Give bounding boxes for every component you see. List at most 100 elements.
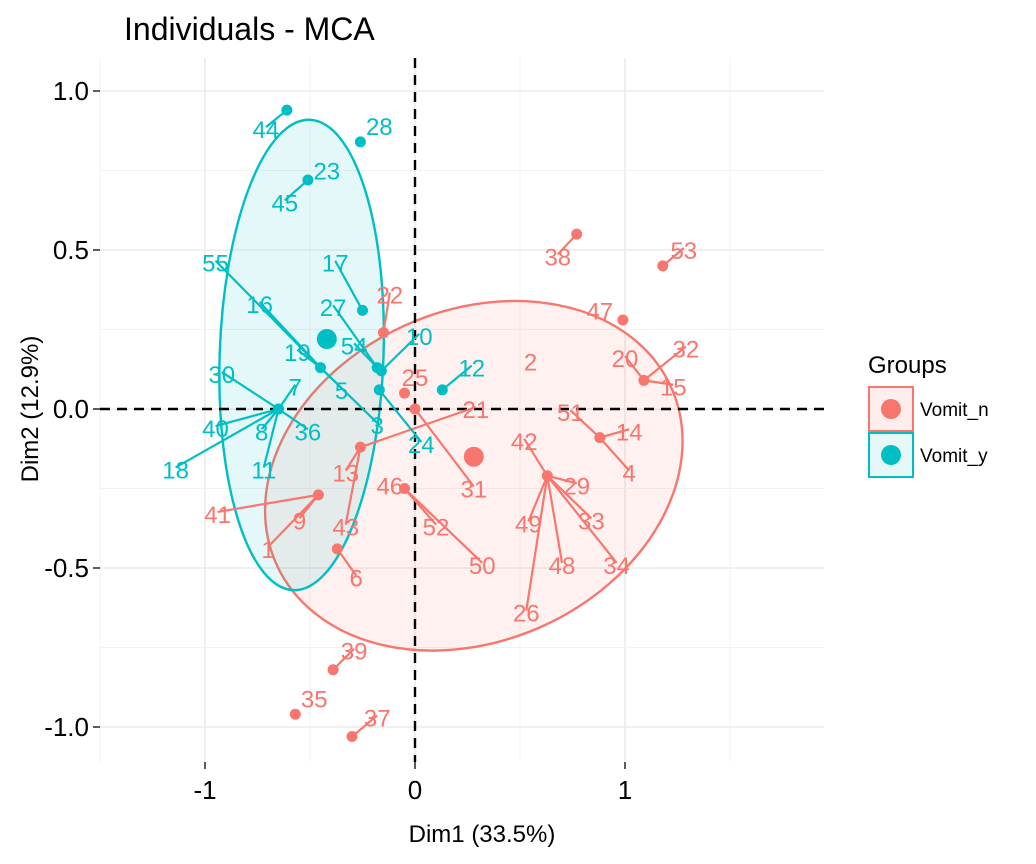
- point-label: 51: [557, 400, 584, 427]
- group-centroid: [316, 329, 337, 350]
- data-point: [354, 441, 366, 453]
- chart-title: Individuals - MCA: [124, 11, 375, 47]
- point-label: 50: [469, 553, 496, 580]
- data-point: [281, 104, 293, 116]
- x-axis-title: Dim1 (33.5%): [409, 821, 556, 848]
- point-label: 22: [376, 283, 403, 310]
- legend-marker-vomit-n: [881, 399, 901, 419]
- y-axis-title: Dim2 (12.9%): [17, 336, 44, 483]
- label-connector: [569, 409, 601, 439]
- point-label: 10: [406, 324, 433, 351]
- point-label: 2: [524, 349, 537, 376]
- data-point: [594, 432, 606, 444]
- confidence-ellipses: [218, 118, 684, 652]
- point-label: 34: [603, 553, 630, 580]
- point-label: 52: [423, 515, 450, 542]
- point-label: 47: [586, 298, 613, 325]
- group-centroid: [463, 446, 484, 467]
- point-label: 42: [511, 429, 538, 456]
- label-connector: [525, 475, 549, 611]
- data-point: [541, 470, 553, 482]
- point-label: 30: [208, 362, 235, 389]
- data-point: [638, 374, 650, 386]
- data-point: [312, 489, 324, 501]
- point-label: 7: [289, 375, 302, 402]
- point-label: 21: [463, 397, 490, 424]
- point-label: 25: [402, 365, 429, 392]
- point-label: 11: [251, 457, 276, 484]
- point-label: 15: [660, 375, 687, 402]
- point-label: 1: [261, 537, 274, 564]
- y-tick-label: 1.0: [53, 76, 89, 106]
- point-label: 46: [376, 473, 403, 500]
- label-connector: [523, 438, 549, 477]
- point-label: 39: [341, 639, 368, 666]
- data-point: [571, 228, 583, 240]
- label-connector: [277, 408, 309, 431]
- point-label: 26: [513, 601, 540, 628]
- data-point: [409, 403, 421, 415]
- point-label: 28: [366, 114, 393, 141]
- data-point: [354, 136, 366, 148]
- point-label: 48: [549, 553, 576, 580]
- label-connector: [217, 493, 319, 514]
- point-label: 24: [408, 432, 435, 459]
- legend-marker-vomit-y: [881, 445, 901, 465]
- label-connector: [380, 333, 420, 372]
- label-connector: [546, 475, 618, 564]
- point-label: 31: [460, 477, 487, 504]
- axes: -1 0 1 -1.0 -0.5 0.0 0.5 1.0: [44, 76, 632, 805]
- y-tick-label: 0.0: [53, 394, 89, 424]
- point-label: 9: [293, 508, 306, 535]
- point-label: 13: [332, 461, 359, 488]
- label-connector: [221, 371, 280, 410]
- x-tick-label: -1: [193, 775, 216, 805]
- ellipse-vomit-n: [263, 299, 684, 652]
- label-connector: [441, 364, 473, 391]
- legend-title: Groups: [868, 352, 947, 379]
- point-label: 41: [204, 502, 231, 529]
- point-label: 36: [295, 419, 322, 446]
- point-label: 40: [202, 416, 229, 443]
- point-label: 27: [320, 295, 347, 322]
- point-label: 4: [623, 461, 636, 488]
- legend: Groups Vomit_n Vomit_y: [868, 352, 989, 478]
- label-connector: [214, 259, 322, 369]
- point-label: 23: [313, 159, 340, 186]
- y-tick-label: -1.0: [44, 712, 89, 742]
- point-label: 43: [332, 515, 359, 542]
- label-connector: [344, 446, 362, 525]
- point-label: 53: [670, 238, 697, 265]
- label-connector: [378, 389, 423, 443]
- x-tick-label: 0: [408, 775, 422, 805]
- data-point: [357, 304, 368, 316]
- label-connector: [262, 408, 280, 468]
- legend-label-vomit-y: Vomit_y: [920, 446, 988, 467]
- y-tick-label: -0.5: [44, 553, 89, 583]
- y-tick-label: 0.5: [53, 235, 89, 265]
- point-label: 16: [246, 292, 273, 319]
- label-connector: [527, 475, 549, 522]
- point-label: 37: [364, 705, 391, 732]
- data-point: [617, 314, 629, 326]
- point-label: 32: [673, 337, 700, 364]
- point-label: 8: [255, 419, 268, 446]
- point-label: 12: [458, 356, 485, 383]
- point-label: 35: [301, 686, 328, 713]
- plot-panel: 1469131415202122252629313233343537383941…: [99, 58, 824, 762]
- legend-item-vomit-y: Vomit_y: [868, 432, 988, 478]
- point-label: 5: [335, 378, 348, 405]
- data-point: [373, 384, 385, 396]
- point-label: 19: [284, 340, 311, 367]
- legend-item-vomit-n: Vomit_n: [868, 386, 989, 432]
- point-label: 49: [515, 511, 542, 538]
- point-label: 44: [253, 117, 280, 144]
- data-point: [378, 327, 389, 339]
- data-point: [371, 362, 383, 374]
- label-connector: [414, 408, 475, 488]
- data-point: [399, 483, 410, 494]
- data-point: [302, 174, 314, 186]
- data-point: [331, 543, 343, 555]
- label-connector: [598, 436, 631, 472]
